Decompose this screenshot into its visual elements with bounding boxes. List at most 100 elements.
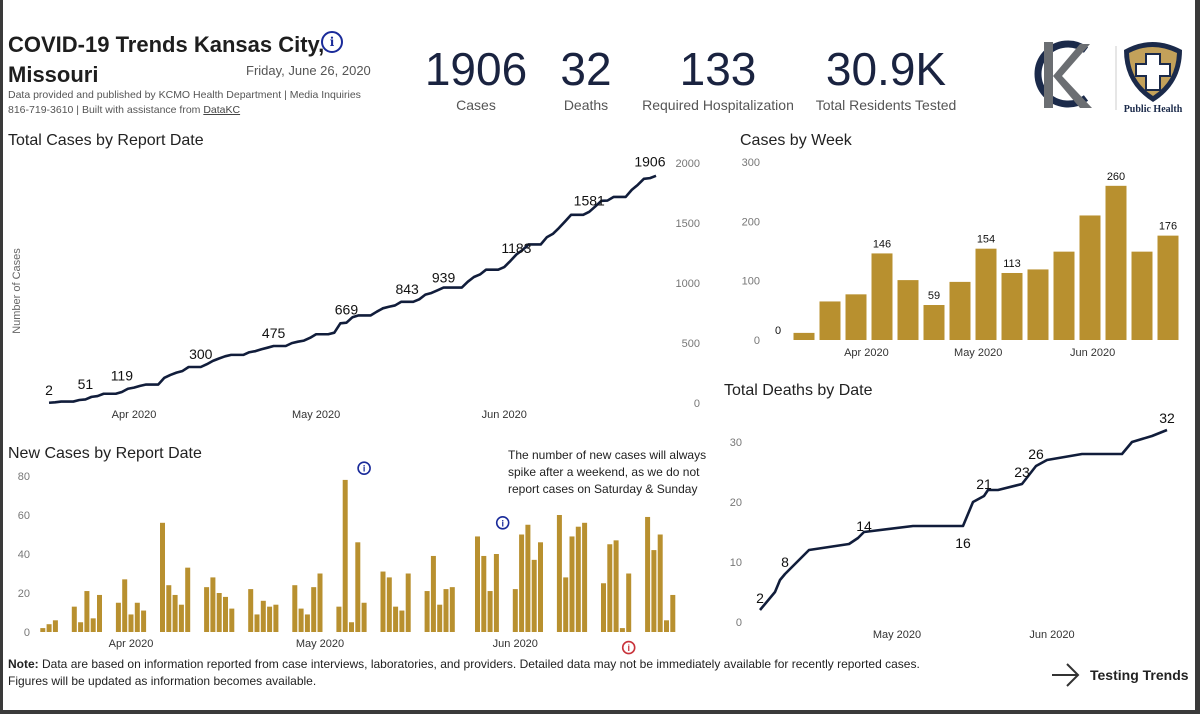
kpi-label: Required Hospitalization — [642, 97, 794, 113]
weekly-data-label: 0 — [775, 325, 781, 337]
new-cases-bar — [317, 573, 323, 632]
new-cases-bar — [97, 594, 102, 632]
kpi-tested: 30.9K Total Residents Tested — [810, 42, 962, 114]
kpi-deaths: 32 Deaths — [548, 42, 624, 114]
new-cases-bar — [90, 618, 96, 632]
new-cases-y-tick: 0 — [24, 627, 30, 639]
data-source-text: Data provided and published by KCMO Heal… — [8, 88, 361, 118]
new-cases-bar — [563, 577, 569, 632]
cumulative-data-label: 669 — [335, 302, 359, 318]
deaths-data-label: 2 — [756, 590, 764, 606]
deaths-data-label: 16 — [955, 535, 971, 551]
weekly-data-label: 154 — [977, 234, 995, 246]
new-cases-bar — [399, 610, 405, 632]
new-cases-bar — [267, 606, 273, 632]
weekly-bar — [949, 281, 971, 340]
new-cases-y-tick: 60 — [18, 510, 30, 522]
kpi-value: 133 — [679, 43, 757, 95]
cumulative-x-tick: Apr 2020 — [112, 409, 157, 421]
new-cases-bar — [115, 602, 121, 632]
new-cases-bar — [336, 606, 342, 632]
weekly-bar — [975, 248, 997, 340]
new-cases-bar — [342, 479, 348, 632]
weekly-data-label: 260 — [1107, 171, 1125, 183]
kpi-value: 30.9K — [825, 43, 947, 95]
window-border-bottom — [0, 710, 1200, 714]
deaths-chart-title: Total Deaths by Date — [724, 382, 873, 399]
new-cases-bar — [380, 571, 386, 632]
new-cases-bar — [481, 555, 487, 632]
weekly-data-label: 113 — [1003, 258, 1021, 270]
deaths-y-tick: 30 — [730, 437, 742, 449]
new-cases-chart-title: New Cases by Report Date — [8, 445, 202, 462]
cumulative-y-tick: 2000 — [676, 158, 700, 170]
info-icon[interactable]: i — [321, 31, 343, 53]
kpi-label: Cases — [456, 97, 496, 113]
new-cases-bar — [619, 628, 625, 632]
new-cases-bar — [160, 522, 165, 632]
new-cases-x-tick: Apr 2020 — [109, 638, 154, 650]
new-cases-bar — [575, 526, 581, 632]
new-cases-x-tick: May 2020 — [296, 638, 344, 650]
new-cases-bar — [538, 542, 543, 632]
subtitle-line-1: Data provided and published by KCMO Heal… — [8, 89, 361, 101]
weekend-annotation: The number of new cases will always spik… — [508, 448, 707, 496]
weekly-data-label: 59 — [928, 290, 940, 302]
weekly-bar — [871, 253, 893, 340]
new-cases-bar — [349, 622, 354, 632]
new-cases-bar — [178, 604, 184, 632]
new-cases-bar — [84, 591, 90, 632]
new-cases-bar — [670, 594, 676, 632]
deaths-data-label: 23 — [1014, 464, 1030, 480]
cumulative-data-label: 2 — [45, 382, 53, 398]
new-cases-bar — [613, 540, 619, 632]
new-cases-bar — [651, 550, 657, 632]
kpi-hospitalization: 133 Required Hospitalization — [633, 42, 803, 114]
deaths-data-label: 32 — [1159, 410, 1175, 426]
new-cases-bar — [393, 606, 399, 632]
datakc-link[interactable]: DataKC — [203, 104, 241, 116]
arrow-right-icon — [1052, 663, 1080, 687]
deaths-data-label: 26 — [1028, 446, 1044, 462]
cumulative-data-label: 300 — [189, 346, 213, 362]
subtitle-line-2: 816-719-3610 | Built with assistance fro… — [8, 104, 204, 116]
new-cases-bar — [664, 620, 669, 632]
new-cases-bar — [216, 593, 222, 632]
title-line-2: Missouri — [8, 62, 99, 87]
note-text: Data are based on information reported f… — [38, 657, 920, 671]
info-icon[interactable] — [357, 461, 371, 476]
cumulative-y-tick: 500 — [682, 338, 700, 350]
cumulative-x-tick: Jun 2020 — [482, 409, 527, 421]
new-cases-bar — [311, 587, 317, 632]
weekly-x-tick: May 2020 — [954, 347, 1002, 359]
info-icon[interactable] — [621, 640, 636, 655]
deaths-x-tick: Jun 2020 — [1029, 629, 1074, 641]
cumulative-data-label: 843 — [395, 281, 419, 297]
cumulative-data-label: 1183 — [501, 240, 531, 256]
kcmo-public-health-logo: Public Health — [1034, 40, 1183, 115]
cumulative-data-label: 475 — [262, 325, 286, 341]
new-cases-bar — [556, 515, 562, 632]
kpi-label: Total Residents Tested — [815, 97, 957, 113]
new-cases-bar — [493, 554, 499, 632]
kpi-cases: 1906 Cases — [420, 42, 532, 114]
testing-trends-button[interactable]: Testing Trends — [1050, 662, 1189, 688]
weekly-bar — [1053, 251, 1075, 340]
public-health-shield-icon — [1124, 42, 1182, 102]
new-cases-bar — [128, 614, 134, 632]
info-icon[interactable] — [495, 515, 510, 530]
page-title: COVID-19 Trends Kansas City, Missouri — [8, 30, 324, 90]
cumulative-data-label: 51 — [78, 376, 94, 392]
report-date: Friday, June 26, 2020 — [246, 63, 371, 78]
new-cases-bar — [298, 608, 304, 632]
deaths-data-label: 14 — [856, 518, 872, 534]
new-cases-bar — [260, 600, 266, 632]
title-line-1: COVID-19 Trends Kansas City, — [8, 32, 325, 57]
deaths-y-tick: 0 — [736, 617, 742, 629]
weekly-bar — [923, 305, 945, 340]
new-cases-bar — [78, 622, 84, 632]
new-cases-bar — [645, 516, 651, 632]
new-cases-bar — [475, 536, 480, 632]
weekly-x-tick: Jun 2020 — [1070, 347, 1115, 359]
weekly-bar — [1001, 272, 1023, 340]
